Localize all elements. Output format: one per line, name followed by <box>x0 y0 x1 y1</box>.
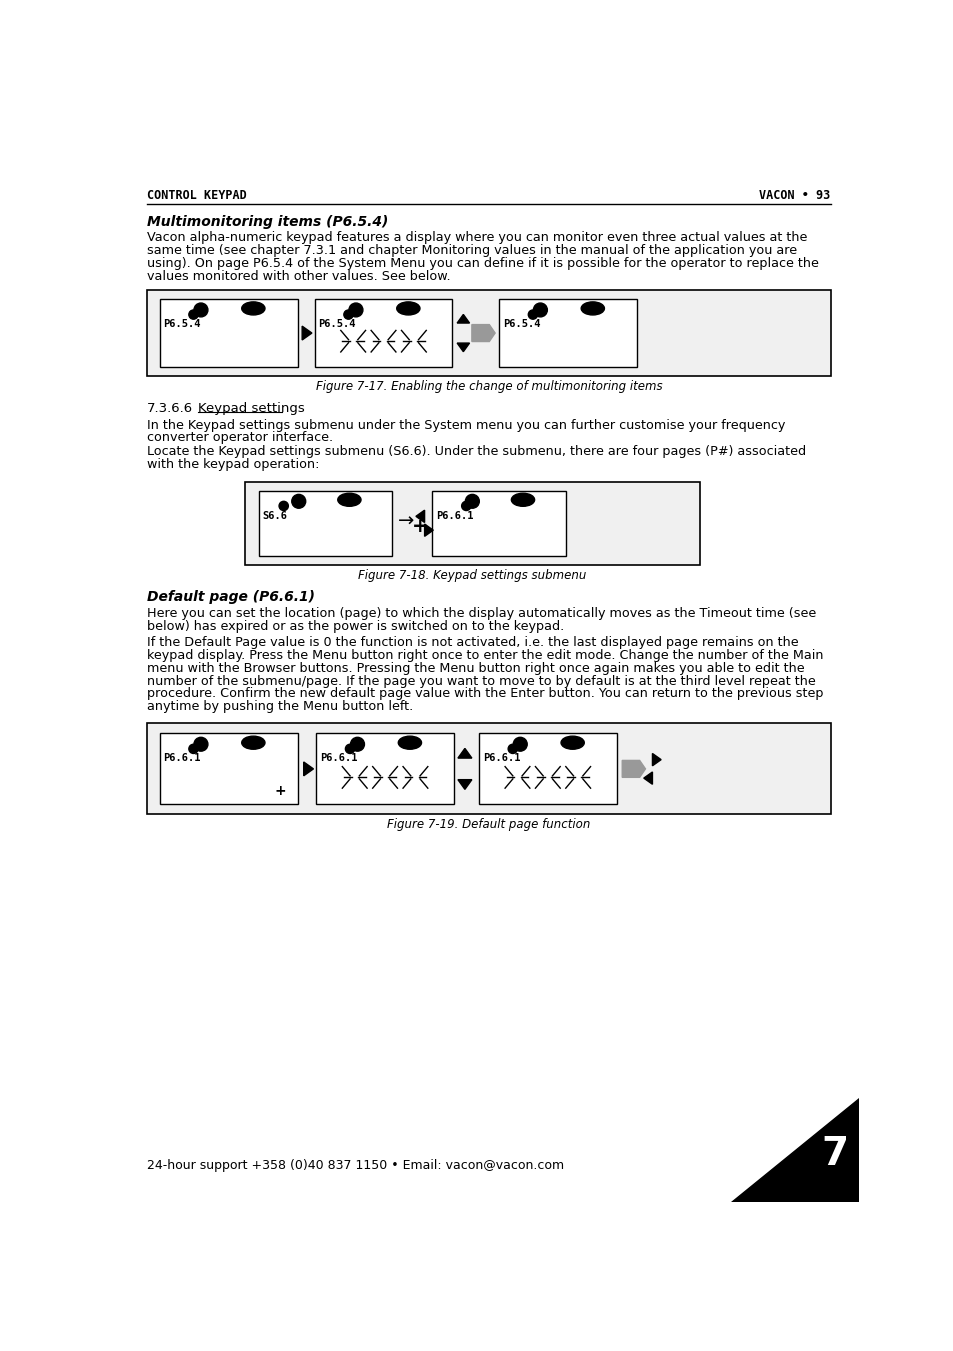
Text: Here you can set the location (page) to which the display automatically moves as: Here you can set the location (page) to … <box>147 607 816 620</box>
Text: 7.3.6.6: 7.3.6.6 <box>147 401 193 415</box>
Ellipse shape <box>397 736 421 750</box>
Polygon shape <box>457 748 472 758</box>
Text: CONTROL KEYPAD: CONTROL KEYPAD <box>147 189 247 203</box>
Text: If the Default Page value is 0 the function is not activated, i.e. the last disp: If the Default Page value is 0 the funct… <box>147 636 798 650</box>
Bar <box>314 299 452 367</box>
Text: Figure 7-19. Default page function: Figure 7-19. Default page function <box>387 819 590 831</box>
Polygon shape <box>456 343 469 351</box>
Text: anytime by pushing the Menu button left.: anytime by pushing the Menu button left. <box>147 700 413 713</box>
Polygon shape <box>643 771 652 785</box>
Circle shape <box>513 738 527 751</box>
Ellipse shape <box>560 736 583 750</box>
Polygon shape <box>652 754 660 766</box>
Text: S6.6: S6.6 <box>262 511 287 520</box>
Bar <box>478 734 617 804</box>
Circle shape <box>508 744 517 754</box>
Circle shape <box>461 501 471 511</box>
Ellipse shape <box>580 301 604 315</box>
Text: P6.5.4: P6.5.4 <box>502 319 539 330</box>
Text: converter operator interface.: converter operator interface. <box>147 431 333 444</box>
Text: Multimonitoring items (P6.5.4): Multimonitoring items (P6.5.4) <box>147 215 388 230</box>
Bar <box>315 734 454 804</box>
Circle shape <box>345 744 355 754</box>
Text: 7: 7 <box>821 1135 848 1173</box>
Circle shape <box>193 303 208 317</box>
Polygon shape <box>731 1098 858 1202</box>
Text: Default page (P6.6.1): Default page (P6.6.1) <box>147 590 314 604</box>
Circle shape <box>279 501 288 511</box>
Text: P6.6.1: P6.6.1 <box>436 511 474 520</box>
Text: Vacon alpha-numeric keypad features a display where you can monitor even three a: Vacon alpha-numeric keypad features a di… <box>147 231 806 245</box>
Text: P6.6.1: P6.6.1 <box>163 754 201 763</box>
Polygon shape <box>302 326 312 340</box>
Circle shape <box>193 738 208 751</box>
Text: Locate the Keypad settings submenu (S6.6). Under the submenu, there are four pag: Locate the Keypad settings submenu (S6.6… <box>147 446 805 458</box>
Text: Keypad settings: Keypad settings <box>198 401 305 415</box>
Circle shape <box>343 309 353 319</box>
Bar <box>159 734 297 804</box>
Ellipse shape <box>337 493 360 507</box>
Text: P6.6.1: P6.6.1 <box>482 754 519 763</box>
Polygon shape <box>416 511 424 523</box>
Text: 24-hour support +358 (0)40 837 1150 • Email: vacon@vacon.com: 24-hour support +358 (0)40 837 1150 • Em… <box>147 1159 563 1173</box>
Text: keypad display. Press the Menu button right once to enter the edit mode. Change : keypad display. Press the Menu button ri… <box>147 648 822 662</box>
Text: procedure. Confirm the new default page value with the Enter button. You can ret: procedure. Confirm the new default page … <box>147 688 822 700</box>
Bar <box>147 723 830 815</box>
Bar <box>432 490 565 557</box>
Bar <box>258 490 392 557</box>
Polygon shape <box>456 315 469 323</box>
Circle shape <box>189 744 198 754</box>
Text: below) has expired or as the power is switched on to the keypad.: below) has expired or as the power is sw… <box>147 620 564 632</box>
Polygon shape <box>424 524 433 536</box>
Text: using). On page P6.5.4 of the System Menu you can define if it is possible for t: using). On page P6.5.4 of the System Men… <box>147 257 819 270</box>
Circle shape <box>292 494 305 508</box>
Text: Figure 7-18. Keypad settings submenu: Figure 7-18. Keypad settings submenu <box>358 569 586 582</box>
Text: P6.5.4: P6.5.4 <box>163 319 201 330</box>
Text: same time (see chapter 7.3.1 and chapter Monitoring values in the manual of the : same time (see chapter 7.3.1 and chapter… <box>147 245 797 257</box>
Polygon shape <box>303 762 314 775</box>
Circle shape <box>465 494 478 508</box>
Text: VACON • 93: VACON • 93 <box>759 189 830 203</box>
Ellipse shape <box>241 736 265 750</box>
Text: with the keypad operation:: with the keypad operation: <box>147 458 319 471</box>
Text: +: + <box>274 784 286 798</box>
Bar <box>159 299 297 367</box>
Ellipse shape <box>241 301 265 315</box>
Ellipse shape <box>396 301 419 315</box>
Text: P6.6.1: P6.6.1 <box>319 754 357 763</box>
Text: number of the submenu/page. If the page you want to move to by default is at the: number of the submenu/page. If the page … <box>147 674 815 688</box>
Text: In the Keypad settings submenu under the System menu you can further customise y: In the Keypad settings submenu under the… <box>147 419 784 431</box>
Text: →: → <box>397 512 415 531</box>
Circle shape <box>349 303 362 317</box>
Text: P6.5.4: P6.5.4 <box>318 319 355 330</box>
Text: Figure 7-17. Enabling the change of multimonitoring items: Figure 7-17. Enabling the change of mult… <box>315 380 661 393</box>
Circle shape <box>528 309 537 319</box>
Circle shape <box>533 303 547 317</box>
Polygon shape <box>472 324 495 342</box>
Polygon shape <box>457 780 472 789</box>
Text: values monitored with other values. See below.: values monitored with other values. See … <box>147 270 451 282</box>
Text: +: + <box>412 517 428 536</box>
Polygon shape <box>621 761 645 777</box>
Text: menu with the Browser buttons. Pressing the Menu button right once again makes y: menu with the Browser buttons. Pressing … <box>147 662 804 676</box>
Circle shape <box>189 309 198 319</box>
Bar <box>147 290 830 376</box>
Bar <box>245 482 700 565</box>
Ellipse shape <box>511 493 534 507</box>
Bar <box>498 299 637 367</box>
Circle shape <box>350 738 364 751</box>
